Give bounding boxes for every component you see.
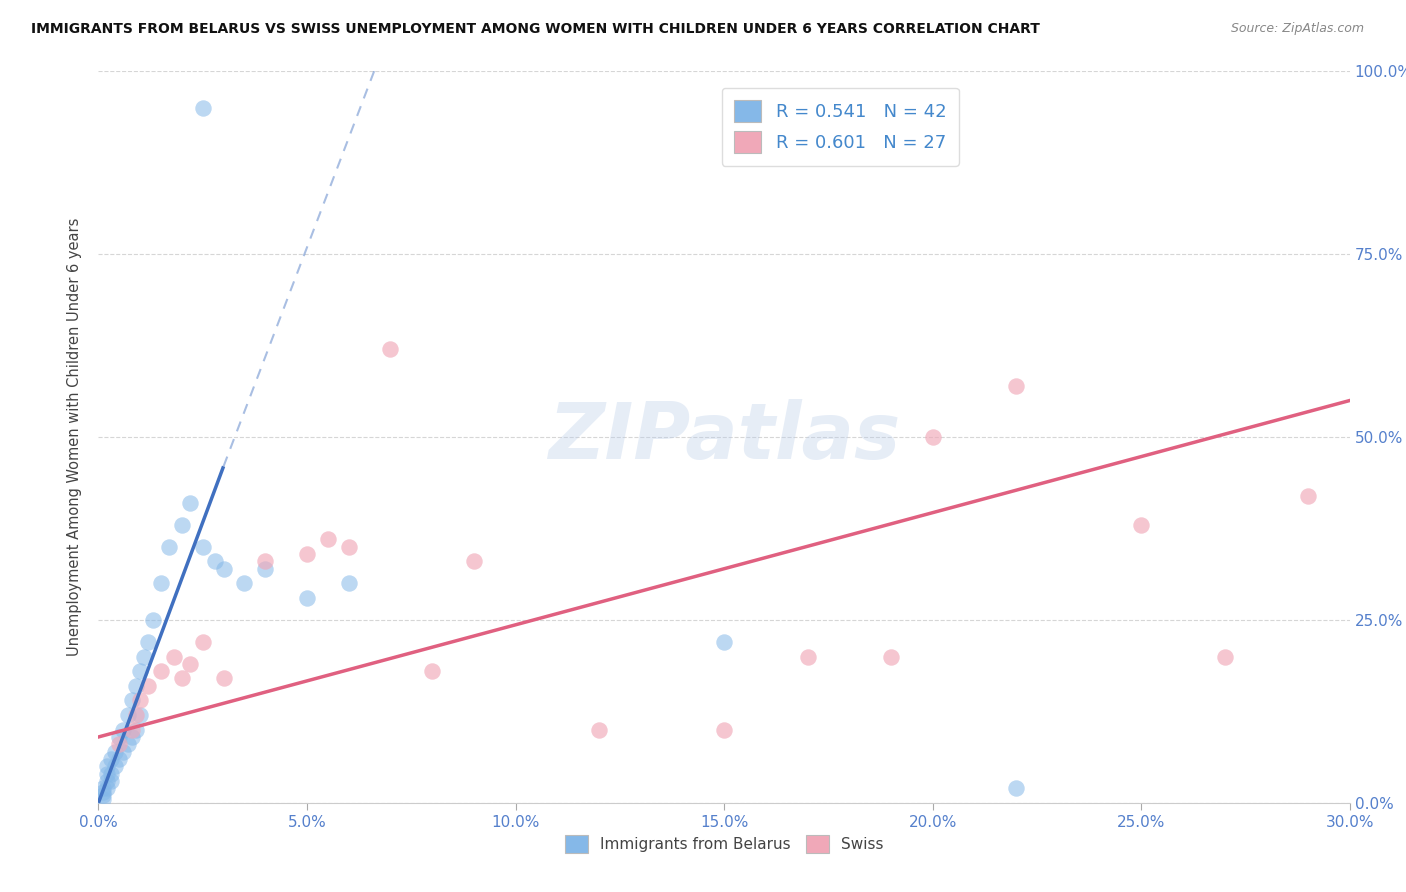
Point: [295, 547, 318, 561]
Text: ZIPatlas: ZIPatlas: [548, 399, 900, 475]
Point: [129, 708, 152, 723]
Point: [138, 679, 160, 693]
Point: [100, 766, 122, 780]
Point: [233, 576, 256, 591]
Point: [108, 737, 131, 751]
Point: [96, 759, 118, 773]
Point: [138, 635, 160, 649]
Point: [108, 730, 131, 744]
Point: [337, 576, 360, 591]
Point: [713, 723, 735, 737]
Point: [191, 540, 214, 554]
Text: IMMIGRANTS FROM BELARUS VS SWISS UNEMPLOYMENT AMONG WOMEN WITH CHILDREN UNDER 6 : IMMIGRANTS FROM BELARUS VS SWISS UNEMPLO…: [31, 22, 1040, 37]
Point: [100, 773, 122, 788]
Point: [204, 554, 226, 568]
Point: [91, 785, 114, 799]
Point: [179, 496, 201, 510]
Point: [191, 101, 214, 115]
Point: [179, 657, 201, 671]
Point: [125, 723, 148, 737]
Point: [100, 752, 122, 766]
Point: [713, 635, 735, 649]
Point: [121, 693, 143, 707]
Point: [125, 679, 148, 693]
Point: [1296, 489, 1319, 503]
Point: [134, 649, 156, 664]
Point: [921, 430, 943, 444]
Point: [295, 591, 318, 605]
Y-axis label: Unemployment Among Women with Children Under 6 years: Unemployment Among Women with Children U…: [67, 218, 83, 657]
Point: [104, 759, 127, 773]
Point: [121, 723, 143, 737]
Point: [1213, 649, 1236, 664]
Point: [104, 745, 127, 759]
Point: [880, 649, 903, 664]
Point: [112, 723, 135, 737]
Point: [170, 672, 193, 686]
Point: [420, 664, 443, 678]
Point: [112, 745, 135, 759]
Point: [316, 533, 339, 547]
Point: [91, 792, 114, 806]
Text: Source: ZipAtlas.com: Source: ZipAtlas.com: [1230, 22, 1364, 36]
Point: [96, 781, 118, 796]
Point: [129, 664, 152, 678]
Point: [1005, 781, 1028, 796]
Point: [117, 708, 139, 723]
Point: [170, 517, 193, 532]
Point: [796, 649, 818, 664]
Point: [212, 672, 235, 686]
Point: [129, 693, 152, 707]
Legend: Immigrants from Belarus, Swiss: Immigrants from Belarus, Swiss: [557, 827, 891, 861]
Point: [157, 540, 180, 554]
Point: [150, 664, 173, 678]
Point: [108, 752, 131, 766]
Point: [91, 789, 114, 803]
Point: [96, 766, 118, 780]
Point: [212, 562, 235, 576]
Point: [254, 562, 277, 576]
Point: [150, 576, 173, 591]
Point: [463, 554, 485, 568]
Point: [121, 730, 143, 744]
Point: [588, 723, 610, 737]
Point: [142, 613, 165, 627]
Point: [91, 781, 114, 796]
Point: [1130, 517, 1153, 532]
Point: [96, 773, 118, 788]
Point: [337, 540, 360, 554]
Point: [125, 708, 148, 723]
Point: [380, 343, 402, 357]
Point: [254, 554, 277, 568]
Point: [191, 635, 214, 649]
Point: [162, 649, 184, 664]
Point: [1005, 379, 1028, 393]
Point: [117, 737, 139, 751]
